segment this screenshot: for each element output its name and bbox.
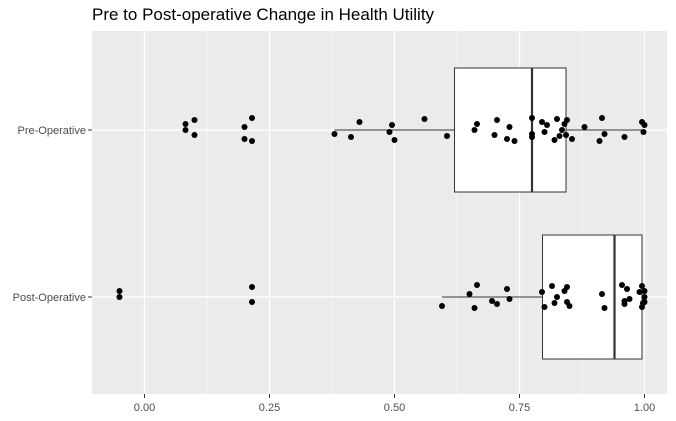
data-point	[636, 289, 643, 295]
data-point	[182, 127, 189, 133]
data-point	[506, 296, 513, 302]
data-point	[551, 137, 558, 143]
data-point	[544, 122, 550, 128]
data-point	[529, 134, 535, 140]
data-point	[566, 303, 573, 309]
data-point	[599, 115, 605, 121]
data-point	[116, 294, 123, 300]
data-point	[466, 291, 473, 297]
data-point	[641, 122, 648, 128]
data-point	[331, 131, 338, 137]
data-point	[641, 288, 648, 294]
data-point	[621, 301, 628, 307]
data-point	[596, 138, 603, 144]
data-point	[506, 124, 513, 130]
data-point	[549, 283, 555, 289]
x-axis: 0.00 0.25 0.50 0.75 1.00	[134, 394, 655, 414]
data-point	[639, 283, 645, 289]
data-point	[474, 121, 480, 127]
data-point	[569, 136, 575, 142]
data-point	[601, 305, 608, 311]
data-point	[511, 138, 518, 144]
x-tick-label: 0.50	[384, 402, 405, 414]
data-point	[641, 299, 648, 305]
data-point	[241, 124, 248, 130]
data-point	[563, 132, 569, 138]
data-point	[389, 122, 395, 128]
data-point	[539, 289, 545, 295]
data-point	[249, 284, 255, 290]
data-point	[556, 133, 563, 139]
data-point	[348, 134, 354, 140]
data-point	[551, 300, 558, 306]
data-point	[621, 134, 628, 140]
data-point	[504, 286, 510, 292]
data-point	[554, 116, 560, 122]
y-tick-label: Post-Operative	[13, 292, 86, 304]
data-point	[494, 117, 500, 123]
data-point	[249, 115, 255, 121]
data-point	[444, 133, 450, 139]
data-point	[619, 282, 625, 288]
y-tick-label: Pre-Operative	[18, 125, 86, 137]
data-point	[356, 119, 363, 125]
data-point	[249, 138, 255, 144]
data-point	[581, 124, 588, 130]
data-point	[191, 132, 198, 138]
data-point	[249, 299, 255, 305]
data-point	[439, 303, 445, 309]
data-point	[529, 115, 535, 121]
data-point	[421, 116, 428, 122]
data-point	[641, 294, 648, 300]
data-point	[474, 282, 480, 288]
points-layer	[116, 115, 648, 311]
data-point	[541, 129, 548, 135]
data-point	[601, 131, 608, 137]
data-point	[489, 298, 495, 304]
data-point	[599, 291, 605, 297]
data-point	[626, 296, 633, 302]
data-point	[391, 137, 398, 143]
data-point	[564, 284, 570, 290]
x-tick-label: 0.25	[259, 402, 280, 414]
data-point	[116, 288, 123, 294]
data-point	[386, 129, 393, 135]
data-point	[624, 286, 630, 292]
data-point	[559, 127, 565, 133]
data-point	[541, 304, 548, 310]
data-point	[494, 301, 500, 307]
x-tick-label: 1.00	[634, 402, 655, 414]
data-point	[554, 294, 560, 300]
box	[454, 67, 567, 193]
x-tick-label: 0.75	[509, 402, 530, 414]
data-point	[539, 119, 545, 125]
x-tick-label: 0.00	[134, 402, 155, 414]
data-point	[471, 305, 478, 311]
data-point	[191, 117, 198, 123]
data-point	[182, 121, 189, 127]
y-axis: Pre-Operative Post-Operative	[13, 125, 92, 304]
data-point	[640, 129, 647, 135]
data-point	[564, 117, 570, 123]
data-point	[504, 136, 510, 142]
data-point	[241, 136, 248, 142]
data-point	[471, 127, 478, 133]
chart-title: Pre to Post-operative Change in Health U…	[92, 5, 435, 24]
data-point	[491, 132, 498, 138]
